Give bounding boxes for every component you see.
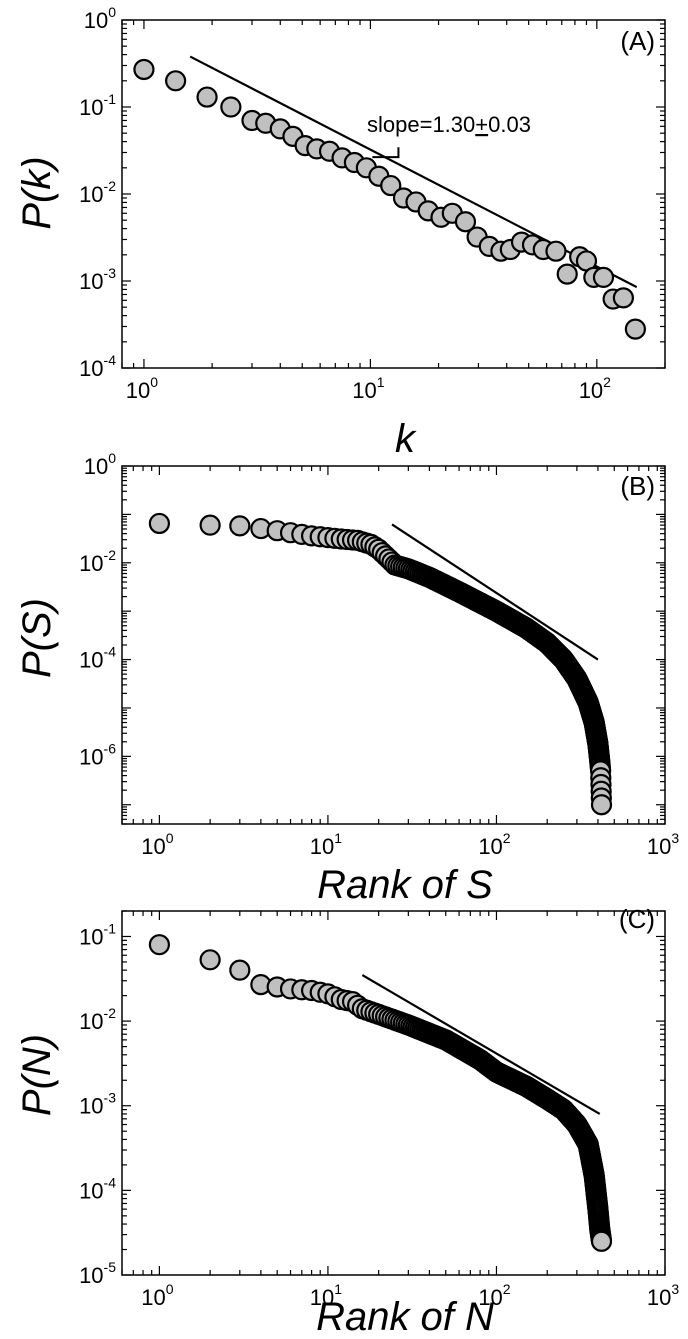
panel-b-marks [148,512,613,816]
panel-a-data-point [133,58,155,81]
panel-a-data-point [612,287,634,309]
slope-triangle-marker [372,147,400,159]
slope-annotation-error: 0.03 [488,112,531,137]
panel-a-data-point [220,96,242,118]
panel-a-fit-line [189,55,638,289]
panel-c-marks [148,934,613,1252]
panel-c-x-axis-label: Rank of N [316,1295,494,1339]
slope-annotation-value: slope=1.30 [367,112,475,137]
panel-c-x-tick-label: 101 [310,1281,342,1310]
panel-b-x-tick-label: 101 [310,830,342,859]
panel-c-y-tick-label: 10-4 [79,1174,116,1203]
panel-b-y-tick-label: 10-2 [79,547,116,576]
panel-a-data-point [380,174,402,197]
panel-b-tag: (B) [620,471,655,501]
panel-c-fit-line [361,974,601,1115]
panel-a-data-point [454,211,477,233]
panel-a-marks [133,55,646,340]
panel-a-y-tick-label: 100 [84,4,116,33]
panel-a-data-point [592,266,615,288]
panel-a-data-point [624,318,646,340]
panel-b: 100 101 102 103 10-6 10-4 10-2 100 Rank of S P(… [15,450,679,907]
panel-a-x-tick-label: 101 [352,374,384,403]
panel-a-x-tick-label: 100 [126,374,158,403]
panel-c-x-tick-label: 100 [141,1281,173,1310]
panel-b-y-tick-label: 100 [84,450,116,479]
panel-c-y-tick-label: 10-5 [79,1259,116,1288]
panel-b-y-tick-label: 10-4 [79,644,116,673]
panel-b-y-axis-label: P(S) [15,598,59,678]
panel-a-data-point [545,240,567,262]
panel-c-data-point [148,934,170,956]
panel-a-tag: (A) [620,26,655,56]
panel-b-data-point [229,515,251,537]
panel-a-y-tick-label: 10-2 [79,178,116,207]
panel-c-data-point [590,1230,613,1252]
panel-a-y-tick-label: 10-4 [79,352,116,381]
panel-b-x-tick-label: 102 [478,830,510,859]
panel-b-y-tick-label: 10-6 [79,740,116,769]
panel-c-data-point [199,949,221,971]
panel-b-data-point [590,794,613,816]
panel-c-x-tick-label: 102 [478,1281,510,1310]
slope-annotation-plusminus: + [475,112,488,137]
panel-b-fit-line [391,523,599,661]
panel-c-y-axis-label: P(N) [15,1034,59,1116]
panel-a-data-point [165,70,187,92]
panel-c-data-point [229,959,251,981]
panel-b-data-point [199,514,221,536]
panel-c-y-tick-label: 10-2 [79,1005,116,1034]
panel-a-y-tick-label: 10-1 [79,91,116,120]
slope-annotation: slope=1.30+0.03 [367,112,531,137]
panel-c-tag: (C) [619,904,655,934]
panel-a-data-point [556,263,578,285]
panel-b-data-point [148,512,170,535]
panel-a-data-point [196,86,218,108]
panel-b-x-tick-label: 103 [647,830,679,859]
panel-a-x-tick-label: 102 [579,374,611,403]
panel-b-x-axis-label: Rank of S [317,863,493,907]
panel-c: 100 101 102 103 10-5 10-4 10-3 10-2 10-1 Rank of… [15,904,679,1339]
panel-a-y-axis-label: P(k) [15,156,59,229]
panel-a-y-tick-label: 10-3 [79,265,116,294]
panel-b-x-tick-label: 100 [141,830,173,859]
panel-c-x-tick-label: 103 [647,1281,679,1310]
panel-c-y-tick-label: 10-1 [79,920,116,949]
panel-a-x-axis-label: k [395,417,417,461]
panel-c-plot-frame [121,910,666,1276]
panel-c-y-tick-label: 10-3 [79,1090,116,1119]
